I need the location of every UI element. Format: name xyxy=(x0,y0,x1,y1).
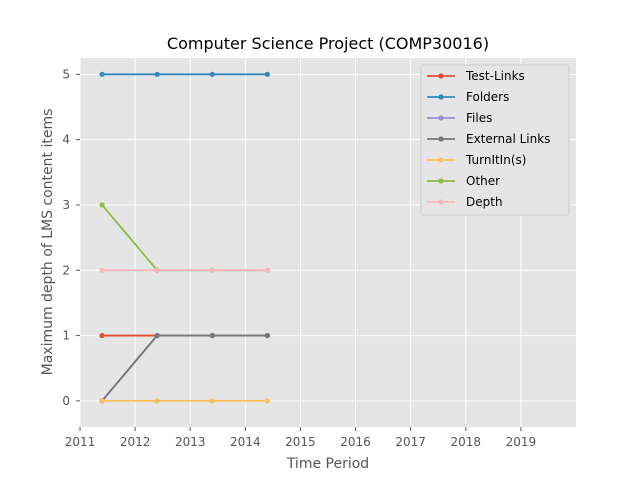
legend-items: Test-Links Folders Files External Links Turn… xyxy=(427,69,550,209)
x-tick-label: 2015 xyxy=(285,435,316,449)
data-point-external-links xyxy=(154,332,160,339)
data-point-turnitin-s xyxy=(154,398,160,404)
data-point-external-links xyxy=(209,332,215,339)
y-tick-label: 4 xyxy=(62,133,70,147)
data-point-depth xyxy=(264,267,270,273)
y-tick-label: 1 xyxy=(62,329,70,343)
x-tick-label: 2012 xyxy=(120,435,151,449)
data-point-depth xyxy=(209,267,215,273)
x-tick-label: 2013 xyxy=(175,435,206,449)
data-point-test-links xyxy=(99,332,105,339)
legend-marker-files xyxy=(438,115,444,121)
data-point-folders xyxy=(154,71,160,77)
data-point-external-links xyxy=(264,332,270,339)
legend-label-depth: Depth xyxy=(466,195,503,209)
data-point-other xyxy=(99,202,105,208)
legend: Test-Links Folders Files External Links Turn… xyxy=(420,64,570,216)
series-lines xyxy=(99,71,270,404)
data-point-folders xyxy=(209,71,215,77)
x-tick-label: 2016 xyxy=(340,435,371,449)
y-axis-title: Maximum depth of LMS content items xyxy=(40,109,56,376)
data-point-depth xyxy=(154,267,160,273)
x-tick-label: 2018 xyxy=(451,435,482,449)
legend-label-turnitin-s: TurnItIn(s) xyxy=(465,153,526,167)
x-axis-title: Time Period xyxy=(286,456,369,472)
legend-label-folders: Folders xyxy=(466,90,509,104)
y-tick-label: 0 xyxy=(62,394,70,408)
legend-label-files: Files xyxy=(466,111,492,125)
legend-marker-folders xyxy=(438,94,444,100)
legend-marker-depth xyxy=(438,199,444,205)
data-point-depth xyxy=(99,267,105,273)
y-tick-label: 2 xyxy=(62,263,70,277)
legend-box xyxy=(420,64,570,216)
legend-label-test-links: Test-Links xyxy=(465,69,525,83)
series-line-external-links xyxy=(101,334,268,402)
legend-label-external-links: External Links xyxy=(466,132,550,146)
y-axis-ticks: 0 1 2 3 4 5 xyxy=(62,67,80,408)
x-tick-label: 2014 xyxy=(230,435,261,449)
legend-marker-other xyxy=(438,178,444,184)
data-point-folders xyxy=(99,71,105,77)
data-point-turnitin-s xyxy=(99,398,105,404)
legend-marker-test-links xyxy=(438,73,444,79)
x-tick-label: 2017 xyxy=(395,435,426,449)
y-tick-label: 5 xyxy=(62,67,70,81)
legend-marker-external-links xyxy=(438,136,444,142)
data-point-folders xyxy=(264,71,270,77)
x-tick-label: 2019 xyxy=(506,435,537,449)
legend-label-other: Other xyxy=(466,174,500,188)
legend-marker-turnitin-s xyxy=(438,157,444,163)
data-point-turnitin-s xyxy=(209,398,215,404)
chart-title: Computer Science Project (COMP30016) xyxy=(167,34,489,53)
y-tick-label: 3 xyxy=(62,198,70,212)
data-point-turnitin-s xyxy=(264,398,270,404)
x-axis-ticks: 2011 2012 2013 2014 2015 2016 2017 2018 2019 xyxy=(65,427,536,449)
x-tick-label: 2011 xyxy=(65,435,96,449)
